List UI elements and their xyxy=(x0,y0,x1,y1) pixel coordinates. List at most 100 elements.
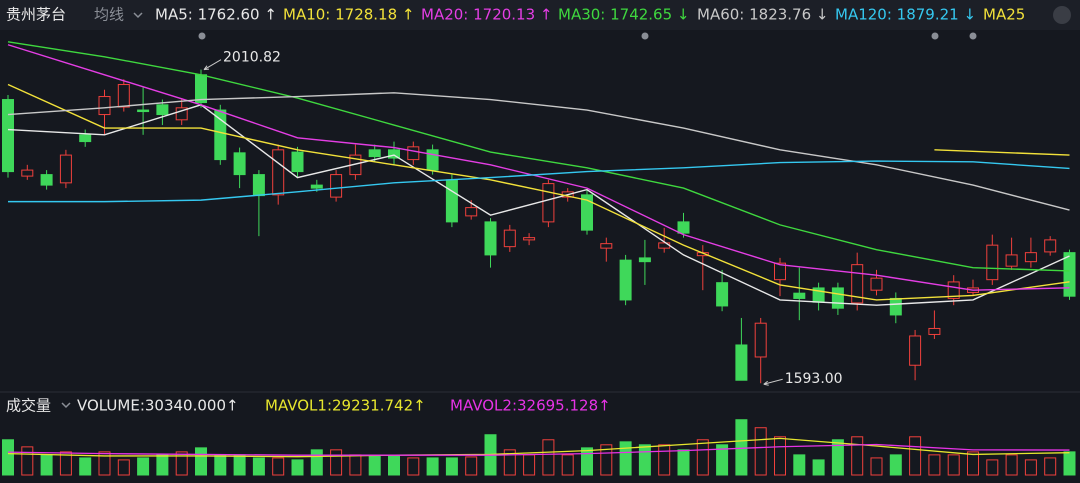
legend-entry: MAVOL1:29231.742↑ xyxy=(265,397,426,415)
volume-bar xyxy=(658,444,671,476)
volume-bar xyxy=(40,454,53,476)
volume-bar xyxy=(214,454,227,476)
candle-body xyxy=(117,84,130,108)
dropdown-icon[interactable] xyxy=(133,12,143,19)
candle-body xyxy=(909,335,922,366)
candle-body xyxy=(252,174,265,197)
candle-body xyxy=(98,96,111,116)
volume-bar xyxy=(1044,457,1057,476)
legend-entry: MA30: 1742.65 ↓ xyxy=(558,6,689,24)
candle-body xyxy=(272,149,285,196)
candle-body xyxy=(214,109,227,161)
ma-line xyxy=(7,41,1070,272)
candle-body xyxy=(1024,252,1037,263)
volume-bar xyxy=(1005,454,1018,476)
candle-body xyxy=(445,179,458,223)
min-annotation: 1593.00 xyxy=(785,371,843,387)
candle-body xyxy=(851,264,864,304)
candle-body xyxy=(79,134,92,143)
candle-body xyxy=(368,149,381,158)
volume-bar xyxy=(986,459,999,476)
ma-line xyxy=(7,92,1070,211)
annotation-arrow xyxy=(763,378,783,386)
candle-body xyxy=(1005,254,1018,267)
volume-bar xyxy=(465,456,478,476)
volume-bar xyxy=(967,451,979,476)
indicator-menu[interactable]: 均线 xyxy=(94,6,124,24)
candle-body xyxy=(2,99,14,173)
candle-body xyxy=(1063,252,1076,297)
volume-bar xyxy=(503,449,516,476)
candle-body xyxy=(716,282,729,307)
volume-bar xyxy=(638,444,651,476)
volume-bar xyxy=(909,436,922,476)
volume-bar xyxy=(561,454,574,476)
legend-entry: MA5: 1762.60 ↑ xyxy=(155,6,277,24)
candle-body xyxy=(195,74,207,104)
volume-bar xyxy=(426,457,439,476)
volume-bar xyxy=(21,446,34,476)
legend-entry: MA10: 1728.18 ↑ xyxy=(283,6,414,24)
volume-bar xyxy=(1063,451,1076,476)
volume-bar xyxy=(2,439,14,476)
candle-body xyxy=(889,297,902,316)
candle-body xyxy=(426,149,439,171)
candle-body xyxy=(291,151,304,173)
volume-bar xyxy=(812,459,825,476)
candle-body xyxy=(947,281,960,299)
max-annotation: 2010.82 xyxy=(223,50,281,66)
settings-icon[interactable] xyxy=(1053,6,1071,24)
candle-body xyxy=(928,327,941,335)
candle-body xyxy=(21,169,34,177)
volume-bar xyxy=(407,457,420,476)
ma-line xyxy=(7,104,1070,306)
volume-bar xyxy=(870,457,883,476)
candle-body xyxy=(407,146,420,161)
candle-body xyxy=(581,194,593,231)
volume-bar xyxy=(696,439,709,476)
volume-bar xyxy=(330,449,343,476)
volume-bar xyxy=(619,441,632,476)
volume-bar xyxy=(349,454,362,476)
candle-body xyxy=(137,109,150,113)
volume-bar xyxy=(600,444,613,476)
volume-bar xyxy=(368,455,381,476)
volume-bar xyxy=(310,449,323,476)
candle-body xyxy=(831,287,844,309)
candle-body xyxy=(465,207,478,217)
candle-body xyxy=(523,237,536,241)
legend-entry: MA20: 1720.13 ↑ xyxy=(421,6,552,24)
volume-bar xyxy=(793,454,806,476)
candle-body xyxy=(233,152,246,176)
volume-bar xyxy=(947,454,960,476)
candle-body xyxy=(793,292,806,299)
top-markers xyxy=(198,32,977,40)
ma-line xyxy=(7,83,1070,301)
volume-bar xyxy=(851,436,864,476)
candle-body xyxy=(156,104,169,116)
candle-body xyxy=(735,344,748,381)
volume-bar xyxy=(542,439,555,476)
volume-bar xyxy=(716,444,729,476)
volume-bar xyxy=(252,457,265,476)
volume-bar xyxy=(754,427,767,476)
volume-bar xyxy=(445,457,458,476)
candle-body xyxy=(774,262,786,281)
candle-body xyxy=(40,174,53,186)
candle-body xyxy=(388,149,400,159)
candle-body xyxy=(754,322,767,358)
volume-title: 成交量 xyxy=(6,397,51,415)
volume-bar xyxy=(735,419,748,476)
volume-bar xyxy=(774,436,786,476)
candle-body xyxy=(1044,239,1057,253)
candle-body xyxy=(542,183,555,223)
volume-bar xyxy=(195,447,207,476)
candle-body xyxy=(677,221,690,234)
volume-bar xyxy=(388,455,400,476)
dropdown-icon[interactable] xyxy=(61,402,71,409)
candle-body xyxy=(870,277,883,291)
volume-bar xyxy=(137,457,150,476)
volume-bar xyxy=(233,454,246,476)
